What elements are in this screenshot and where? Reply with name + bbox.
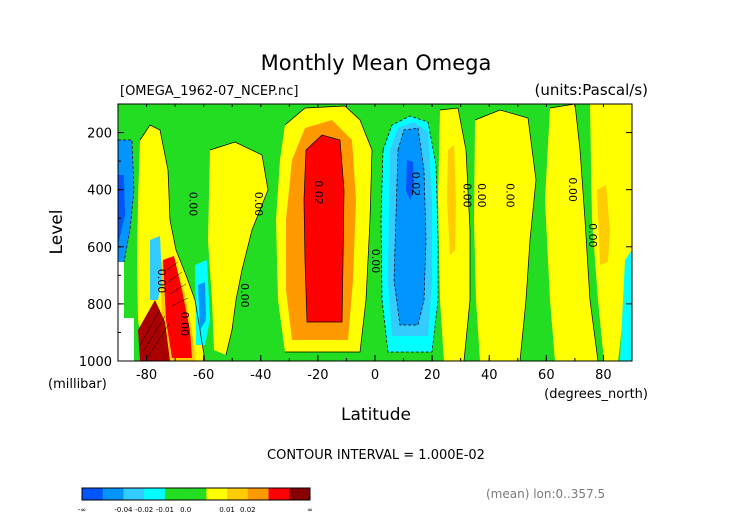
x-tick-label: -80: [136, 368, 157, 383]
region-negative-tropical-core: [406, 160, 414, 200]
contour-label-group: 0.00 0.00 0.02 0.020.000.000.000.000.00 0.00…: [155, 172, 599, 336]
region-positive-tropical-red: [304, 135, 344, 322]
contour-lines-dashed: [118, 115, 439, 353]
color-bar-bin: [289, 488, 311, 500]
x-tick-label: -20: [307, 368, 328, 383]
color-bar-label: 0.0: [180, 506, 191, 514]
x-axis-unit: (degrees_north): [544, 387, 648, 402]
color-bar-label: -∞: [78, 506, 86, 514]
contour-label: 0.02: [409, 172, 422, 197]
hatch-lines: [139, 261, 189, 359]
x-tick-label: 60: [538, 368, 555, 383]
color-bar-bin: [268, 488, 290, 500]
region-negative-north-pole: [620, 250, 632, 361]
contour-label: 0.00: [238, 283, 251, 308]
footer-note: (mean) lon:0..357.5: [486, 487, 605, 501]
color-bar-label: ∞: [307, 506, 313, 514]
color-bar-bin: [185, 488, 207, 500]
x-tick-label: -40: [250, 368, 271, 383]
color-bar-bin: [102, 488, 124, 500]
color-bar-label: -0.01: [156, 506, 174, 514]
color-bar-frame: [81, 487, 311, 501]
y-tick-label: 200: [87, 127, 112, 142]
color-bar-label: -0.02: [135, 506, 153, 514]
contour-label: 0.00: [475, 183, 488, 208]
y-axis-unit: (millibar): [48, 377, 107, 392]
file-label: [OMEGA_1962-07_NCEP.nc]: [120, 84, 298, 99]
color-bar: [81, 487, 311, 501]
contour-label: 0.00: [155, 269, 168, 294]
color-bar-bin: [123, 488, 145, 500]
x-axis-title: Latitude: [341, 405, 411, 425]
x-tick-label: 80: [595, 368, 612, 383]
y-tick-label: 400: [87, 184, 112, 199]
contour-label: 0.00: [252, 192, 265, 217]
color-bar-bin: [164, 488, 186, 500]
region-negative-south-cyan: [150, 236, 162, 300]
topography-mask-upper: [118, 262, 124, 318]
color-bar-bin: [206, 488, 228, 500]
x-axis: -80 -60 -40 -20 0 20 40 60 80: [117, 104, 633, 383]
y-tick-label: 1000: [79, 355, 112, 370]
contour-label: 0.00: [369, 249, 382, 274]
contour-label: 0.00: [566, 177, 579, 202]
region-negative-southwest: [118, 140, 134, 262]
region-positive-north-30-orange: [447, 145, 456, 255]
color-bar-label: 0.01: [219, 506, 235, 514]
region-negative-south-blue-2: [198, 282, 206, 330]
color-bar-labels: -∞ -0.04 -0.02 -0.01 0.0 0.01 0.02 ∞: [78, 506, 313, 514]
chart-title: Monthly Mean Omega: [261, 51, 492, 75]
contour-label: 0.00: [586, 223, 599, 248]
units-label: (units:Pascal/s): [535, 81, 649, 99]
region-strong-negative-southwest: [118, 175, 125, 245]
color-bar-bin: [82, 488, 104, 500]
contour-lines: [139, 104, 599, 361]
y-tick-label: 800: [87, 298, 112, 313]
color-bar-bin: [227, 488, 249, 500]
region-negative-tropical-deepblue: [394, 128, 426, 325]
plot-area: 0.00 0.00 0.02 0.020.000.000.000.000.00 0.00…: [118, 104, 632, 361]
color-bar-bin: [144, 488, 166, 500]
contour-label: 0.00: [186, 192, 199, 217]
contour-interval: CONTOUR INTERVAL = 1.000E-02: [267, 448, 485, 463]
contour-label: 0.00: [503, 183, 516, 208]
topography-mask: [118, 318, 134, 361]
color-bar-bin: [247, 488, 269, 500]
color-bar-label: 0.02: [240, 506, 256, 514]
region-positive-midsouth: [208, 142, 268, 355]
y-axis: 200 400 600 800 1000: [79, 103, 632, 370]
contour-label: 0.02: [312, 180, 325, 205]
y-axis-title: Level: [47, 210, 67, 255]
x-tick-label: 0: [371, 368, 379, 383]
region-positive-north-60: [545, 104, 598, 361]
region-positive-south-darkred: [138, 300, 170, 361]
x-tick-label: 40: [481, 368, 498, 383]
contour-label: 0.00: [461, 183, 474, 208]
region-positive-north-75: [590, 104, 632, 361]
contour-label: 0.00: [178, 312, 191, 337]
region-positive-north-45: [474, 110, 536, 361]
region-positive-north-75-orange: [597, 185, 610, 265]
region-positive-south-red: [163, 256, 192, 358]
y-tick-label: 600: [87, 241, 112, 256]
x-tick-label: -60: [193, 368, 214, 383]
color-bar-label: -0.04: [114, 506, 133, 514]
x-tick-label: 20: [424, 368, 441, 383]
